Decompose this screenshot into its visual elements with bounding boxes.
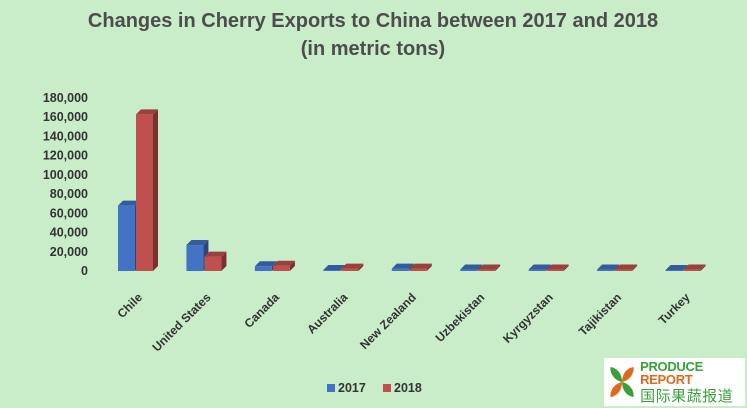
legend-swatch-2017: [327, 384, 335, 392]
logo-line-1: PRODUCE REPORT: [640, 359, 703, 387]
x-tick-label: Tajikistan: [576, 290, 624, 338]
x-tick-label: Uzbekistan: [433, 290, 488, 345]
legend-label-2017: 2017: [338, 381, 366, 395]
y-tick-label: 100,000: [43, 168, 88, 182]
x-tick-label: Turkey: [656, 290, 693, 327]
x-tick-label: Australia: [304, 290, 350, 336]
chart-title: Changes in Cherry Exports to China betwe…: [88, 10, 658, 32]
x-axis: Chile United States Canada Australia New Zea…: [114, 290, 692, 354]
x-tick-label: Chile: [114, 290, 145, 321]
bar-2018-tajikistan: [615, 264, 638, 271]
y-axis: 0 20,000 40,000 60,000 80,000 100,000 120,000 1…: [43, 91, 88, 278]
y-tick-label: 60,000: [50, 206, 88, 220]
logo-line-2: 国际果蔬报道: [640, 387, 734, 405]
y-tick-label: 80,000: [50, 187, 88, 201]
y-tick-label: 120,000: [43, 149, 88, 163]
bar-2018-australia: [341, 263, 364, 271]
x-tick-label: New Zealand: [357, 290, 419, 352]
y-tick-label: 40,000: [50, 226, 88, 240]
y-tick-label: 180,000: [43, 91, 88, 105]
x-tick-label: United States: [149, 290, 213, 354]
legend: 2017 2018: [327, 381, 422, 395]
y-tick-label: 0: [81, 264, 88, 278]
produce-report-logo: PRODUCE REPORT 国际果蔬报道: [604, 358, 745, 406]
legend-label-2018: 2018: [394, 381, 422, 395]
bar-2018-kyrgyzstan: [546, 264, 569, 271]
bar-2018-canada: [272, 260, 295, 271]
bar-2018-new-zealand: [409, 263, 432, 271]
y-tick-label: 20,000: [50, 245, 88, 259]
y-tick-label: 160,000: [43, 110, 88, 124]
bar-2018-united-states: [204, 251, 227, 271]
legend-swatch-2018: [383, 384, 391, 392]
leaf-logo-icon: [610, 366, 634, 398]
x-tick-label: Canada: [241, 290, 282, 331]
bar-2018-chile: [136, 109, 158, 271]
x-tick-label: Kyrgyzstan: [500, 290, 556, 346]
chart-subtitle: (in metric tons): [301, 38, 445, 60]
y-tick-label: 140,000: [43, 129, 88, 143]
bar-2018-turkey: [683, 264, 706, 271]
bar-2018-uzbekistan: [478, 264, 501, 271]
bars: [118, 109, 706, 271]
